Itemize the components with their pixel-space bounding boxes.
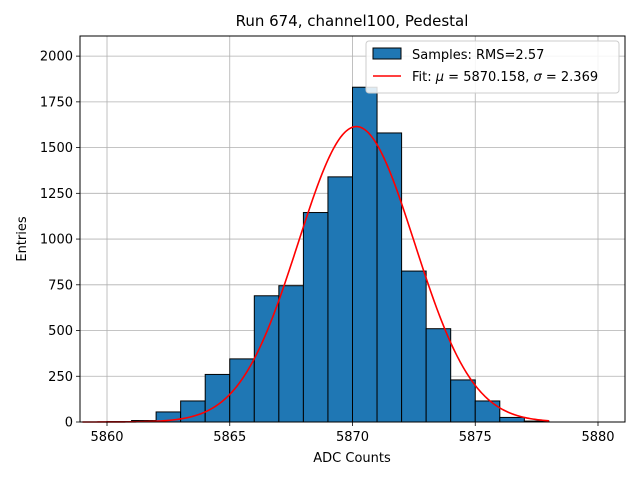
- chart-title: Run 674, channel100, Pedestal: [236, 12, 469, 30]
- y-tick-label: 750: [48, 278, 73, 293]
- histogram-bar: [352, 86, 378, 423]
- histogram-bar: [474, 400, 501, 423]
- legend-fit-label: Fit: μ = 5870.158, σ = 2.369: [412, 70, 598, 85]
- x-axis-ticks: 5860 5865 5870 5875 5880: [90, 422, 615, 445]
- x-axis-label: ADC Counts: [313, 451, 391, 466]
- y-tick-label: 250: [48, 370, 73, 385]
- y-tick-label: 500: [48, 324, 73, 339]
- y-axis-label: Entries: [15, 216, 30, 262]
- histogram-bar: [302, 212, 329, 423]
- legend-histogram-swatch: [372, 47, 402, 60]
- x-tick-label: 5865: [213, 430, 246, 445]
- histogram-bar: [450, 379, 476, 423]
- y-tick-label: 1250: [40, 187, 73, 202]
- x-tick-label: 5880: [581, 430, 614, 445]
- gaussian-fit-curve: [82, 125, 549, 423]
- histogram-bar: [278, 285, 304, 423]
- histogram-bar: [253, 295, 280, 423]
- histogram-bar: [499, 416, 525, 423]
- histogram-bars: [106, 86, 550, 423]
- y-tick-label: 1750: [40, 95, 73, 110]
- histogram-bar: [401, 270, 427, 423]
- x-tick-label: 5860: [90, 430, 123, 445]
- y-axis-ticks: 0 250 500 750 1000 1250 1500 1750 2000: [40, 50, 80, 431]
- histogram-bar: [376, 132, 403, 423]
- y-tick-label: 2000: [40, 50, 73, 65]
- legend: Samples: RMS=2.57 Fit: μ = 5870.158, σ =…: [365, 40, 620, 94]
- y-tick-label: 1500: [40, 141, 73, 156]
- histogram-bar: [327, 176, 353, 423]
- y-tick-label: 1000: [40, 233, 73, 248]
- fit-curve-layer: [82, 125, 549, 423]
- x-tick-label: 5875: [459, 430, 492, 445]
- y-tick-label: 0: [65, 416, 73, 431]
- legend-histogram-label: Samples: RMS=2.57: [412, 48, 544, 63]
- histogram-bar: [425, 328, 452, 423]
- legend-frame: [365, 40, 620, 94]
- x-tick-label: 5870: [336, 430, 369, 445]
